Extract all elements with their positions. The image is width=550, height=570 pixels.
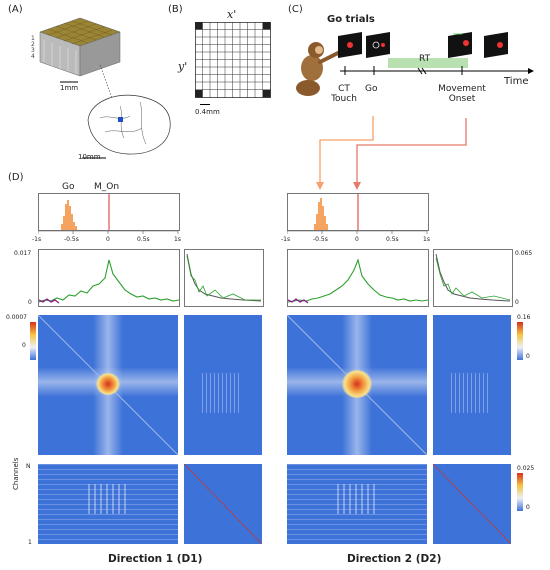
ts-left-min: 0 [28, 299, 32, 306]
cb1-max: 0.0007 [6, 314, 27, 321]
panel-d-label: (D) [8, 172, 24, 183]
caption-direction-2: Direction 2 (D2) [347, 553, 442, 565]
tick-d1-2: 0 [106, 236, 110, 243]
tick-d2-2: 0 [355, 236, 359, 243]
channels-corr-d2 [433, 464, 511, 544]
heatmap-d1 [38, 315, 178, 455]
ct-touch-label: CT Touch [331, 84, 357, 104]
ts-right-min: 0 [515, 299, 519, 306]
tick-d2-0: -1s [281, 236, 291, 243]
tick-d1-4: 1s [174, 236, 181, 243]
x-prime-label: x' [227, 8, 237, 21]
channels-axis-label: Channels [12, 457, 20, 490]
cb2-max: 0.16 [517, 314, 531, 321]
hist-go-label: Go [62, 182, 75, 192]
panel-b-label: (B) [168, 4, 183, 15]
grid-scale-bar [200, 104, 210, 105]
tick-d2-1: -0.5s [313, 236, 328, 243]
time-axis-d1 [38, 230, 179, 234]
scale-1mm-label: 1mm [60, 84, 79, 92]
histogram-d1 [38, 193, 180, 231]
svg-text:1: 1 [31, 35, 35, 42]
hist-mon-label: M_On [94, 182, 120, 192]
tick-d2-3: 0.5s [386, 236, 399, 243]
tick-d1-1: -0.5s [64, 236, 79, 243]
panel-a-label: (A) [8, 4, 23, 15]
colorbar-2 [517, 322, 523, 360]
histogram-d2 [287, 193, 429, 231]
cb2-min: 0 [526, 353, 530, 360]
scale-10mm-label: 10mm [78, 153, 101, 161]
caption-direction-1: Direction 1 (D1) [108, 553, 203, 565]
channels-bottom-label: 1 [28, 539, 32, 546]
channels-heatmap-d1 [38, 464, 178, 544]
channels-top-label: N [26, 463, 31, 470]
time-axis-d2 [287, 230, 428, 234]
colorbar-1 [30, 322, 36, 360]
connector-arrows [316, 116, 467, 190]
electrode-grid [195, 22, 271, 98]
electrode-array-illustration: 1 2 3 4 [31, 17, 171, 159]
colorbar-3 [517, 473, 523, 511]
timeseries-d1 [38, 249, 180, 307]
rt-label: RT [419, 54, 431, 64]
cb3-max: 0.025 [517, 465, 535, 472]
heatmap-d1-side [184, 315, 262, 455]
time-label: Time [504, 76, 529, 87]
cb3-min: 0 [526, 504, 530, 511]
movement-onset-label: Movement Onset [438, 84, 486, 104]
panel-c-label: (C) [288, 4, 303, 15]
task-timeline [296, 32, 534, 96]
tick-d1-3: 0.5s [137, 236, 150, 243]
tick-d1-0: -1s [32, 236, 42, 243]
go-label: Go [365, 84, 378, 94]
y-prime-label: y' [178, 60, 188, 73]
timeseries-d2 [287, 249, 429, 307]
channels-heatmap-d2 [287, 464, 427, 544]
tick-d2-4: 1s [423, 236, 430, 243]
go-trials-title: Go trials [327, 14, 375, 25]
channels-corr-d1 [184, 464, 262, 544]
svg-text:3: 3 [31, 47, 35, 54]
svg-text:4: 4 [31, 53, 35, 60]
cb1-min: 0 [22, 342, 26, 349]
ts-left-max: 0.017 [14, 250, 32, 257]
monkey-icon [296, 42, 342, 96]
autocorr-d1 [184, 249, 264, 307]
autocorr-d2 [433, 249, 513, 307]
ts-right-max: 0.065 [515, 250, 533, 257]
grid-scale-label: 0.4mm [195, 108, 220, 116]
svg-text:2: 2 [31, 41, 35, 48]
heatmap-d2-side [433, 315, 511, 455]
heatmap-d2 [287, 315, 427, 455]
